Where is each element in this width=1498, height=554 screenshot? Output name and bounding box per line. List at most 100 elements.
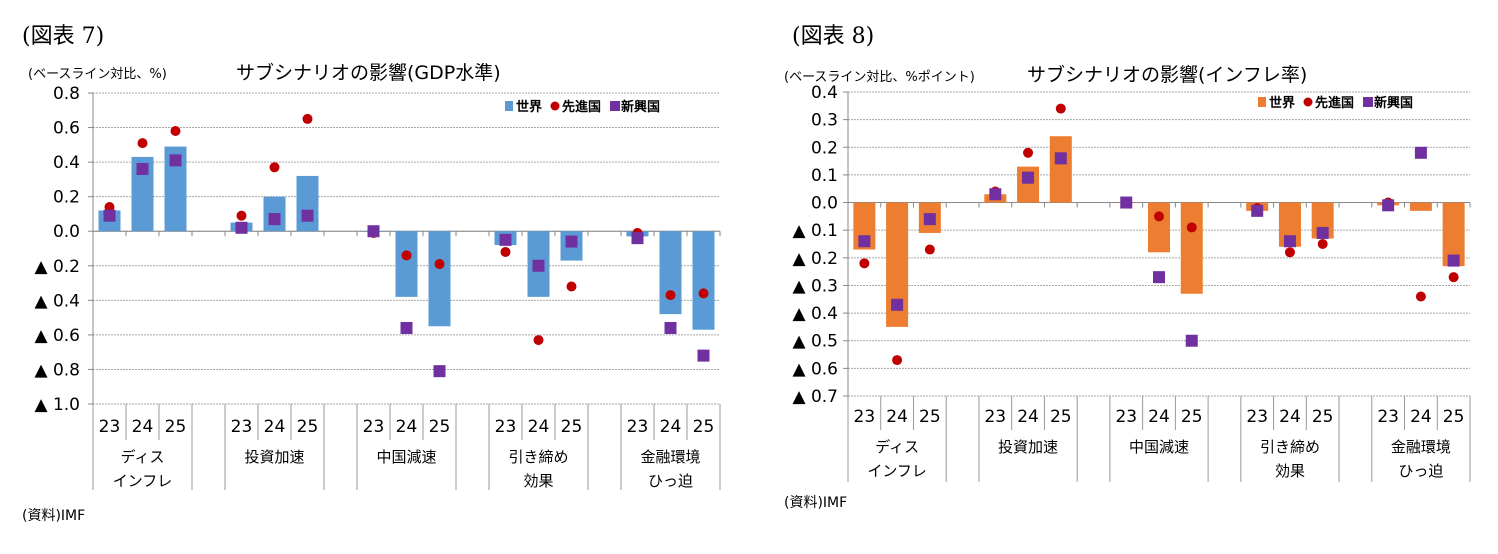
unit-label-7: (ベースライン対比、%) [28, 67, 167, 82]
emerging-point [499, 233, 512, 246]
year-label: 25 [919, 407, 941, 427]
advanced-point [269, 162, 280, 173]
bar [1148, 202, 1170, 253]
figure-label-8: (図表 8) [792, 24, 875, 49]
advanced-point [170, 126, 181, 137]
y-tick-label: ▲ 0.1 [792, 221, 838, 241]
y-tick-label: 0.1 [811, 166, 838, 186]
group-label: インフレ [113, 472, 173, 490]
advanced-point [566, 281, 577, 292]
source-note-8: (資料)IMF [784, 495, 848, 511]
legend-label: 世界 [516, 99, 542, 115]
bar [1442, 202, 1465, 267]
group-label: ディス [875, 438, 919, 456]
year-label: 25 [561, 417, 583, 437]
year-label: 24 [1017, 407, 1039, 427]
group-label: 中国減速 [376, 448, 436, 466]
year-label: 24 [886, 407, 908, 427]
year-label: 23 [99, 417, 121, 437]
bar [1409, 202, 1432, 211]
y-tick-label: ▲ 0.6 [34, 326, 80, 346]
y-tick-label: 0.2 [53, 188, 80, 208]
bar [1180, 202, 1203, 294]
emerging-point [169, 154, 182, 167]
y-tick-label: ▲ 0.7 [792, 387, 838, 407]
advanced-point [236, 210, 247, 221]
bar [1049, 136, 1072, 203]
year-label: 25 [297, 417, 319, 437]
year-label: 24 [1279, 407, 1301, 427]
advanced-point [698, 288, 709, 299]
legend-swatch [1363, 97, 1373, 107]
advanced-point [104, 202, 115, 213]
group-label: 引き締め [508, 448, 568, 466]
group-label: ひっ迫 [1398, 462, 1443, 480]
emerging-point [268, 213, 281, 226]
advanced-point [1317, 239, 1328, 249]
group-label: ひっ迫 [648, 472, 693, 490]
y-tick-label: 0.6 [53, 119, 80, 139]
year-label: 23 [854, 407, 876, 427]
bar [164, 146, 187, 232]
year-label: 24 [528, 417, 550, 437]
legend-label: 新興国 [621, 99, 660, 115]
legend-label: 先進国 [562, 99, 601, 115]
advanced-point [1055, 103, 1066, 114]
year-label: 24 [132, 417, 154, 437]
y-tick-label: ▲ 0.6 [792, 359, 838, 379]
y-tick-label: 0.0 [53, 222, 80, 242]
chart-title-8: サブシナリオの影響(インフレ率) [1027, 64, 1308, 86]
emerging-point [1316, 226, 1329, 239]
advanced-point [1023, 147, 1034, 158]
y-tick-label: 0.0 [811, 194, 838, 214]
bar [659, 231, 682, 315]
emerging-point [1447, 254, 1460, 267]
year-label: 25 [429, 417, 451, 437]
emerging-point [301, 209, 314, 222]
advanced-point [302, 113, 313, 124]
year-label: 25 [1181, 407, 1203, 427]
year-label: 24 [264, 417, 286, 437]
year-label: 23 [627, 417, 649, 437]
group-label: 効果 [1275, 462, 1305, 480]
group-label: 金融環境 [640, 448, 700, 466]
chart-title-7: サブシナリオの影響(GDP水準) [236, 62, 501, 84]
group-label: 効果 [523, 472, 553, 490]
y-tick-label: ▲ 0.4 [792, 304, 838, 324]
advanced-point [1154, 211, 1164, 222]
emerging-point [400, 321, 413, 334]
advanced-point [859, 258, 870, 269]
year-label: 23 [1246, 407, 1268, 427]
y-tick-label: ▲ 0.2 [792, 249, 838, 269]
y-tick-label: 0.3 [811, 111, 838, 131]
emerging-point [1054, 152, 1067, 165]
y-tick-label: ▲ 0.8 [34, 360, 80, 380]
year-label: 24 [1148, 407, 1170, 427]
y-tick-label: 0.8 [53, 84, 80, 104]
emerging-point [1022, 171, 1035, 184]
advanced-point [434, 259, 445, 270]
figure-label-7: (図表 7) [22, 24, 105, 49]
emerging-point [1153, 271, 1165, 284]
y-tick-label: ▲ 0.2 [34, 257, 80, 277]
year-label: 23 [1115, 407, 1137, 427]
bar [692, 231, 715, 330]
legend-label: 先進国 [1315, 95, 1354, 111]
legend-swatch [1258, 97, 1266, 107]
emerging-point [1414, 146, 1427, 159]
group-label: インフレ [867, 462, 927, 480]
bar [428, 231, 451, 327]
y-tick-label: 0.4 [53, 153, 80, 173]
group-label: 投資加速 [244, 448, 304, 466]
year-label: 25 [693, 417, 715, 437]
legend-label: 新興国 [1374, 95, 1413, 111]
year-label: 23 [984, 407, 1006, 427]
emerging-point [858, 235, 871, 248]
emerging-point [367, 225, 380, 238]
emerging-point [891, 298, 904, 311]
emerging-point [565, 235, 578, 248]
y-tick-label: 0.4 [811, 83, 838, 103]
y-tick-label: ▲ 1.0 [34, 395, 80, 415]
